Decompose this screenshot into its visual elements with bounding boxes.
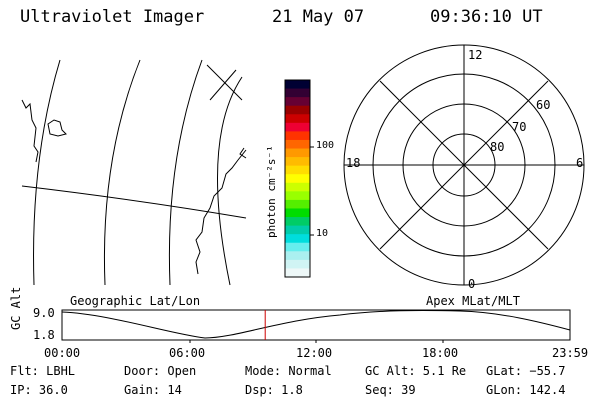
colorbar-cell <box>285 105 310 115</box>
colorbar-cell <box>285 259 310 269</box>
polar-diagonal-2 <box>379 80 549 250</box>
timeline-x-tick-0600: 06:00 <box>169 346 206 360</box>
colorbar-cell <box>285 165 310 175</box>
info-filter: Flt: LBHL <box>10 364 76 378</box>
info-seq: Seq: 39 <box>365 383 416 397</box>
info-mode: Mode: Normal <box>245 364 332 378</box>
colorbar-cell <box>285 174 310 184</box>
info-glon: GLon: 142.4 <box>486 383 566 397</box>
colorbar-cell <box>285 234 310 244</box>
timeline-y-tick-9: 9.0 <box>33 306 55 320</box>
geographic-label: Geographic Lat/Lon <box>70 294 201 308</box>
timeline-x-tick-0000: 00:00 <box>44 346 81 360</box>
timeline-y-tick-1-8: 1.8 <box>33 328 55 342</box>
time-label: 09:36:10 UT <box>430 7 543 27</box>
colorbar-cell <box>285 139 310 150</box>
colorbar-cell <box>285 122 310 132</box>
map-meridian-3 <box>168 59 203 286</box>
altitude-curve <box>61 309 571 339</box>
colorbar-cell <box>285 225 310 235</box>
colorbar-tick-label-10: 10 <box>316 228 329 239</box>
timeline-y-label: GC Alt <box>9 286 23 330</box>
info-gc-alt: GC Alt: 5.1 Re <box>365 364 467 378</box>
colorbar-cell <box>285 88 310 98</box>
coastline-island <box>47 119 67 137</box>
colorbar-cell <box>285 251 310 261</box>
mlat-label-70: 70 <box>512 120 527 134</box>
map-meridian-4 <box>217 76 243 286</box>
mlt-label-18: 18 <box>346 156 361 170</box>
info-ip: IP: 36.0 <box>10 383 68 397</box>
colorbar-cell <box>285 114 310 124</box>
colorbar-frame <box>284 79 311 278</box>
colorbar-scale <box>285 80 310 278</box>
colorbar-cell <box>285 80 310 90</box>
info-glat: GLat: −55.7 <box>486 364 566 378</box>
colorbar-tick-label-100: 100 <box>316 140 335 151</box>
info-door: Door: Open <box>124 364 197 378</box>
colorbar <box>284 79 314 278</box>
colorbar-cell <box>285 182 310 192</box>
colorbar-cell <box>285 199 310 209</box>
coastline-3 <box>239 147 247 159</box>
colorbar-cell <box>285 148 310 158</box>
coastline-1 <box>21 99 39 163</box>
map-parallel <box>21 185 247 219</box>
timeline-x-tick-2359: 23:59 <box>552 346 589 360</box>
mlt-label-12: 12 <box>468 48 483 62</box>
info-gain: Gain: 14 <box>124 383 182 397</box>
timeline-frame <box>61 309 571 341</box>
info-dsp: Dsp: 1.8 <box>245 383 303 397</box>
apex-label: Apex MLat/MLT <box>426 294 520 308</box>
mlat-label-60: 60 <box>536 98 551 112</box>
colorbar-cell <box>285 131 310 141</box>
colorbar-cell <box>285 157 310 167</box>
mlat-label-80: 80 <box>490 140 505 154</box>
timeline-x-tick-1800: 18:00 <box>422 346 459 360</box>
map-grid-cross-2 <box>209 69 237 101</box>
mlt-label-6: 6 <box>576 156 584 170</box>
map-meridian-1 <box>33 59 61 286</box>
coastline-2 <box>195 149 247 275</box>
colorbar-cell <box>285 217 310 227</box>
date-label: 21 May 07 <box>272 7 365 27</box>
colorbar-cell <box>285 191 310 201</box>
colorbar-cell <box>285 268 310 278</box>
map-grid-cross-1 <box>206 64 243 101</box>
colorbar-cell <box>285 97 310 107</box>
mlt-label-0: 0 <box>468 277 476 291</box>
map-meridian-2 <box>103 59 141 286</box>
instrument-title: Ultraviolet Imager <box>20 7 205 27</box>
timeline-x-tick-1200: 12:00 <box>296 346 333 360</box>
colorbar-cell <box>285 242 310 252</box>
colorbar-cell <box>285 208 310 218</box>
